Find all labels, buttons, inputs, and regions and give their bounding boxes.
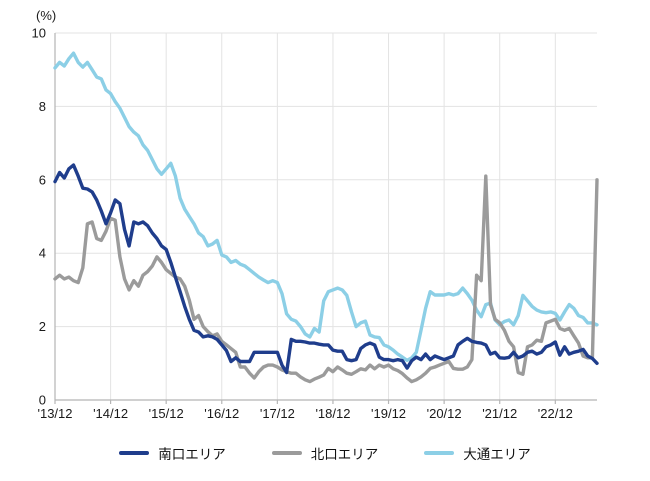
legend-label-minamiguchi: 南口エリア — [158, 447, 226, 462]
line-chart: '13/12 '14/12 '15/12 '16/12 '17/12 '18/12 '19/… — [32, 26, 599, 421]
x-axis-tick-label: '14/12 — [93, 406, 128, 421]
series-line-minamiguchi — [53, 163, 599, 375]
x-axis-tick-label: '20/12 — [427, 406, 462, 421]
legend-item-kitaguchi: 北口エリア — [271, 443, 379, 463]
y-axis-tick-label: 10 — [32, 26, 46, 41]
series-line-odori — [53, 51, 599, 363]
x-axis-tick-label: '22/12 — [538, 406, 573, 421]
legend-label-odori: 大通エリア — [463, 447, 531, 462]
y-axis-tick-label: 2 — [39, 319, 46, 334]
y-axis-tick-label: 4 — [39, 246, 46, 261]
y-axis-tick-label: 6 — [39, 172, 46, 187]
x-axis-tick-label: '21/12 — [482, 406, 517, 421]
y-axis-tick-label: 8 — [39, 99, 46, 114]
legend-swatch-odori — [424, 451, 455, 455]
legend-swatch-kitaguchi — [271, 451, 302, 455]
series-line-kitaguchi — [53, 174, 599, 384]
x-axis-tick-label: '16/12 — [204, 406, 239, 421]
legend-swatch-minamiguchi — [119, 451, 150, 455]
legend-label-kitaguchi: 北口エリア — [310, 447, 379, 462]
chart-legend: 南口エリア 北口エリア 大通エリア — [0, 443, 650, 463]
legend-item-odori: 大通エリア — [424, 443, 531, 463]
x-axis-tick-label: '15/12 — [149, 406, 184, 421]
x-axis-tick-label: '13/12 — [37, 406, 72, 421]
y-axis-unit-label: (%) — [36, 8, 57, 23]
legend-item-minamiguchi: 南口エリア — [119, 443, 226, 463]
x-axis-tick-label: '18/12 — [315, 406, 350, 421]
x-axis-tick-label: '17/12 — [260, 406, 295, 421]
y-axis-tick-label: 0 — [39, 393, 46, 408]
x-axis-tick-label: '19/12 — [371, 406, 406, 421]
